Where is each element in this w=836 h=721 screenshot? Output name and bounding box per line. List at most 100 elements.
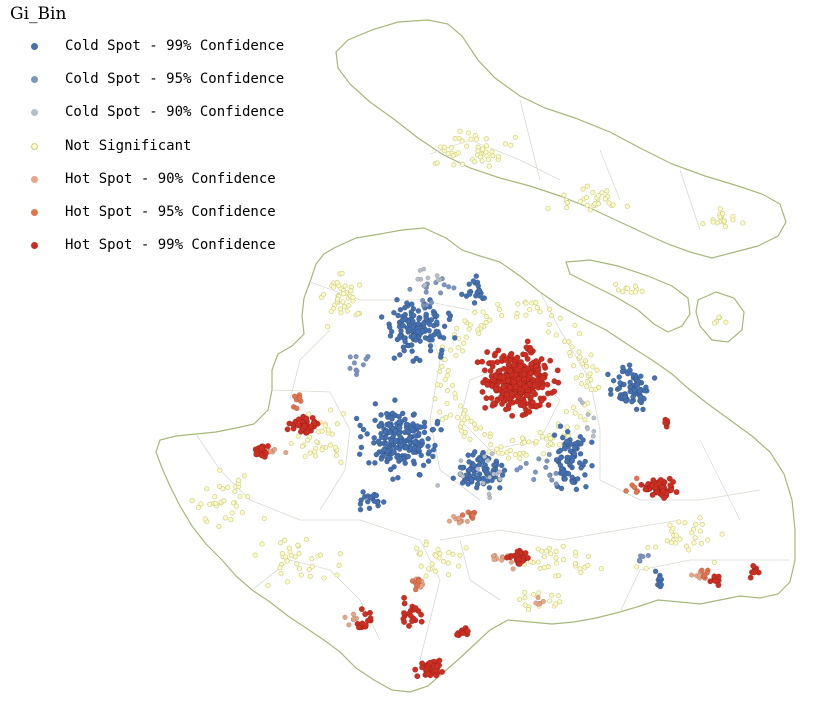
cold-spot-99-point: [430, 426, 437, 433]
not-significant-point: [277, 565, 283, 571]
hot-spot-90-point: [510, 566, 516, 572]
cold-spot-99-point: [577, 450, 584, 457]
not-significant-point: [475, 148, 481, 154]
cold-spot-90-point: [577, 397, 583, 403]
cold-spot-90-point: [591, 428, 597, 434]
cold-spot-99-point: [569, 479, 576, 486]
cold-spot-99-point: [564, 438, 570, 445]
cold-spot-99-point: [450, 475, 457, 482]
not-significant-point: [457, 403, 463, 409]
hot-spot-99-point: [301, 423, 308, 430]
cold-spot-99-point: [380, 499, 387, 505]
not-significant-point: [510, 438, 516, 444]
cold-spot-95-point: [543, 464, 549, 471]
hot-spot-99-point: [533, 402, 540, 409]
cold-spot-99-point: [385, 454, 392, 461]
not-significant-point: [319, 447, 325, 453]
hot-spot-99-point: [554, 367, 561, 374]
not-significant-point: [585, 562, 591, 569]
not-significant-point: [306, 411, 312, 417]
cold-spot-99-point: [630, 371, 636, 378]
cold-spot-99-point: [427, 342, 434, 349]
hot-spot-99-point: [507, 351, 514, 358]
cold-spot-99-point: [622, 394, 629, 400]
cold-spot-99-point: [465, 452, 472, 458]
cold-spot-99-point: [387, 466, 394, 473]
not-significant-point: [440, 416, 446, 422]
cold-spot-99-point: [637, 394, 644, 401]
legend-item-cold-95: Cold Spot - 95% Confidence: [28, 69, 284, 89]
not-significant-point: [533, 438, 539, 445]
not-significant-point: [452, 136, 458, 142]
not-significant-point: [457, 128, 463, 134]
not-significant-point: [483, 143, 489, 149]
not-significant-point: [512, 134, 518, 140]
cold-spot-99-point: [402, 338, 408, 345]
not-significant-point: [523, 312, 529, 318]
cold-spot-99-point: [381, 446, 387, 453]
cold-spot-95-point: [451, 285, 457, 291]
cold-spot-99-point: [559, 434, 566, 441]
cold-spot-99-point: [420, 462, 427, 469]
hot-spot-99-point: [489, 359, 496, 366]
cold-spot-90-point: [580, 400, 585, 406]
hot-spot-90-point: [540, 598, 546, 605]
not-significant-point: [282, 537, 288, 543]
not-significant-point: [468, 418, 474, 424]
not-significant-point: [448, 412, 454, 418]
cold-spot-99-point: [391, 355, 398, 361]
not-significant-point: [437, 551, 443, 557]
cold-spot-99-point: [391, 309, 397, 316]
cold-spot-99-point: [410, 333, 417, 339]
cold-spot-99-point: [582, 472, 588, 478]
not-significant-point: [261, 515, 267, 522]
not-significant-point: [486, 163, 492, 169]
not-significant-point: [278, 540, 284, 546]
not-significant-point: [452, 391, 458, 397]
not-significant-point: [598, 565, 604, 572]
not-significant-point: [459, 138, 465, 144]
not-significant-point: [499, 450, 505, 457]
hot-spot-99-point: [488, 395, 495, 402]
legend-swatch-not-significant: [31, 142, 38, 150]
hot-spot-99-point: [521, 376, 528, 383]
cold-spot-99-point: [353, 415, 360, 422]
not-significant-point: [546, 321, 552, 327]
not-significant-point: [686, 547, 692, 553]
hot-spot-90-point: [688, 572, 695, 578]
not-significant-point: [457, 552, 463, 558]
cold-spot-99-point: [410, 312, 417, 319]
hot-spot-99-point: [649, 482, 656, 489]
hot-spot-99-point: [530, 389, 537, 396]
cold-spot-99-point: [620, 364, 626, 371]
legend-item-cold-99: Cold Spot - 99% Confidence: [28, 36, 284, 56]
not-significant-point: [579, 361, 585, 367]
cold-spot-90-point: [415, 276, 421, 282]
not-significant-point: [548, 313, 555, 319]
not-significant-point: [228, 517, 234, 523]
cold-spot-99-point: [557, 455, 564, 461]
hot-spot-99-point: [309, 414, 316, 421]
not-significant-point: [252, 552, 258, 558]
hot-spot-99-point: [358, 606, 365, 613]
district-line: [619, 559, 790, 613]
not-significant-point: [531, 591, 537, 598]
cold-spot-90-point: [486, 491, 492, 497]
not-significant-point: [425, 566, 432, 572]
hot-spot-99-point: [401, 610, 408, 617]
cold-spot-99-point: [415, 308, 422, 314]
not-significant-point: [278, 570, 284, 577]
not-significant-point: [468, 136, 474, 142]
not-significant-point: [721, 218, 727, 224]
cold-spot-99-point: [392, 438, 399, 444]
not-significant-point: [588, 352, 594, 358]
not-significant-point: [574, 424, 580, 430]
hot-spot-99-point: [284, 426, 291, 433]
cold-spot-99-point: [589, 462, 595, 469]
cold-spot-99-point: [431, 311, 437, 318]
not-significant-point: [328, 407, 334, 413]
not-significant-point: [325, 324, 331, 330]
not-significant-point: [334, 280, 340, 286]
not-significant-point: [340, 411, 346, 417]
cold-spot-99-point: [421, 429, 428, 436]
